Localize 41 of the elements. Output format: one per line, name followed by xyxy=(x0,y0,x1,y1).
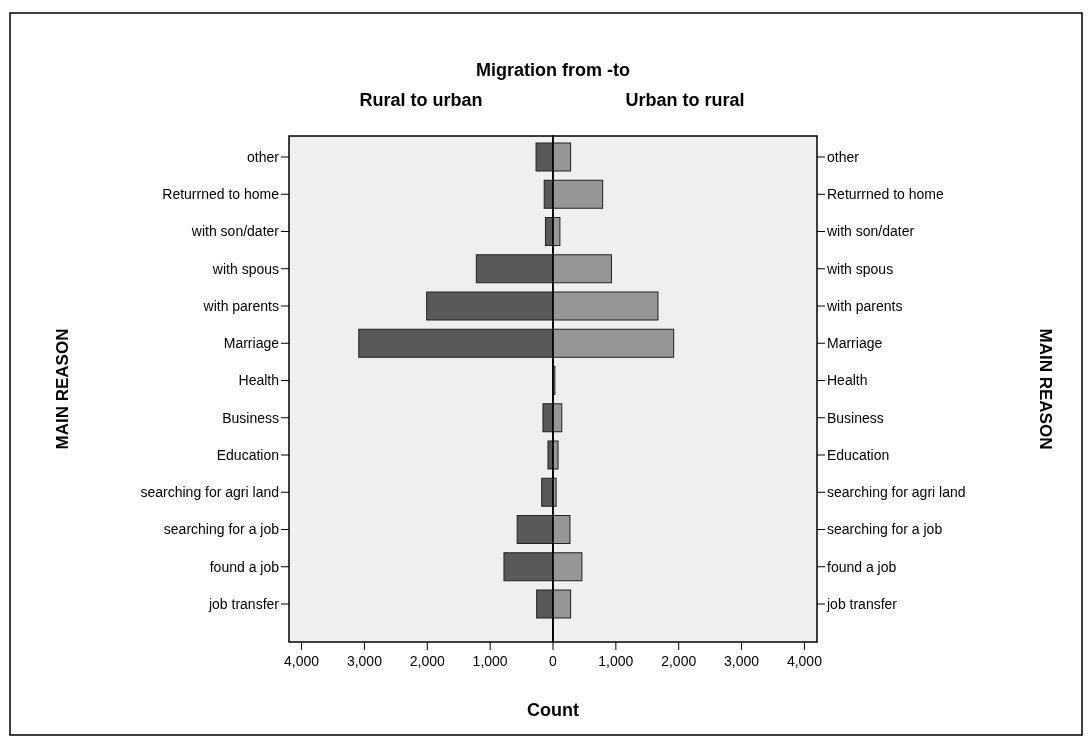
y-tick-label: Business xyxy=(222,409,279,426)
y-tick-label: job transfer xyxy=(207,595,280,612)
chart-title: Urban to rural xyxy=(625,90,745,110)
y-tick-label: job transfer xyxy=(826,595,898,612)
y-tick-label: searching for a job xyxy=(827,521,943,538)
x-tick-label: 1,000 xyxy=(472,653,508,669)
y-axis-title: MAIN REASON xyxy=(1036,328,1055,450)
y-tick-label: with son/dater xyxy=(190,223,280,240)
chart-title: Rural to urban xyxy=(359,90,483,110)
y-tick-label: searching for agri land xyxy=(140,484,279,501)
y-tick-label: Education xyxy=(216,446,279,463)
y-tick-label: other xyxy=(827,148,860,165)
y-tick-label: Health xyxy=(238,372,279,389)
y-tick-label: searching for a job xyxy=(163,521,280,538)
y-tick-label: with parents xyxy=(202,297,279,314)
y-tick-label: with spous xyxy=(826,260,894,277)
y-tick-label: searching for agri land xyxy=(827,484,966,501)
y-tick-label: Returrned to home xyxy=(162,186,280,203)
y-tick-label: Marriage xyxy=(223,335,280,352)
x-tick-label: 2,000 xyxy=(409,653,446,669)
y-tick-label: with son/dater xyxy=(826,223,915,240)
x-tick-label: 4,000 xyxy=(284,653,320,669)
x-tick-label: 3,000 xyxy=(724,653,760,669)
y-tick-label: Marriage xyxy=(827,335,883,352)
x-tick-label: 3,000 xyxy=(346,653,383,669)
y-tick-label: Returrned to home xyxy=(827,186,944,203)
x-axis-title: Count xyxy=(527,700,579,720)
y-tick-label: found a job xyxy=(209,558,280,575)
x-tick-label: 0 xyxy=(549,653,558,669)
y-tick-label: found a job xyxy=(827,558,897,575)
text: Migration from -to xyxy=(476,60,630,80)
y-tick-label: with spous xyxy=(211,260,279,277)
x-tick-label: 1,000 xyxy=(598,653,634,669)
x-tick-label: 2,000 xyxy=(661,653,697,669)
y-tick-label: with parents xyxy=(826,297,903,314)
y-tick-label: Business xyxy=(827,409,884,426)
y-axis-title: MAIN REASON xyxy=(53,328,72,450)
y-tick-label: Education xyxy=(827,446,890,463)
y-tick-label: Health xyxy=(827,372,868,389)
y-tick-label: other xyxy=(247,148,280,165)
x-tick-label: 4,000 xyxy=(786,653,823,669)
